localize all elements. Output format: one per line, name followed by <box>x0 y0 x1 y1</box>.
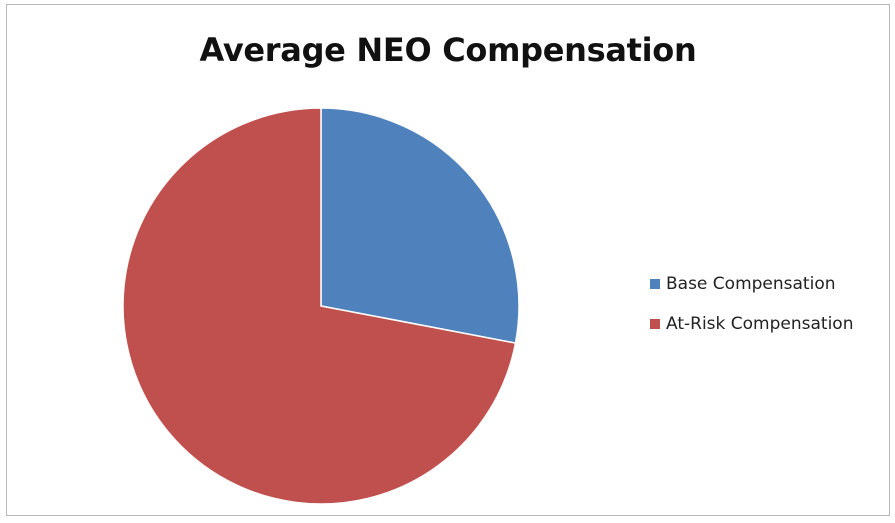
pie-chart <box>122 107 520 505</box>
legend: Base Compensation At-Risk Compensation <box>650 273 853 353</box>
legend-item-at-risk: At-Risk Compensation <box>650 313 853 335</box>
legend-label-base: Base Compensation <box>666 274 836 294</box>
pie-slice-at-risk <box>122 107 517 505</box>
legend-swatch-base <box>650 279 660 289</box>
pie-slice-base <box>320 107 520 344</box>
legend-label-at-risk: At-Risk Compensation <box>666 314 854 334</box>
chart-area: Average NEO Compensation Base Compensati… <box>6 4 890 516</box>
chart-title: Average NEO Compensation <box>199 31 697 69</box>
legend-item-base: Base Compensation <box>650 273 853 295</box>
legend-swatch-at-risk <box>650 319 660 329</box>
